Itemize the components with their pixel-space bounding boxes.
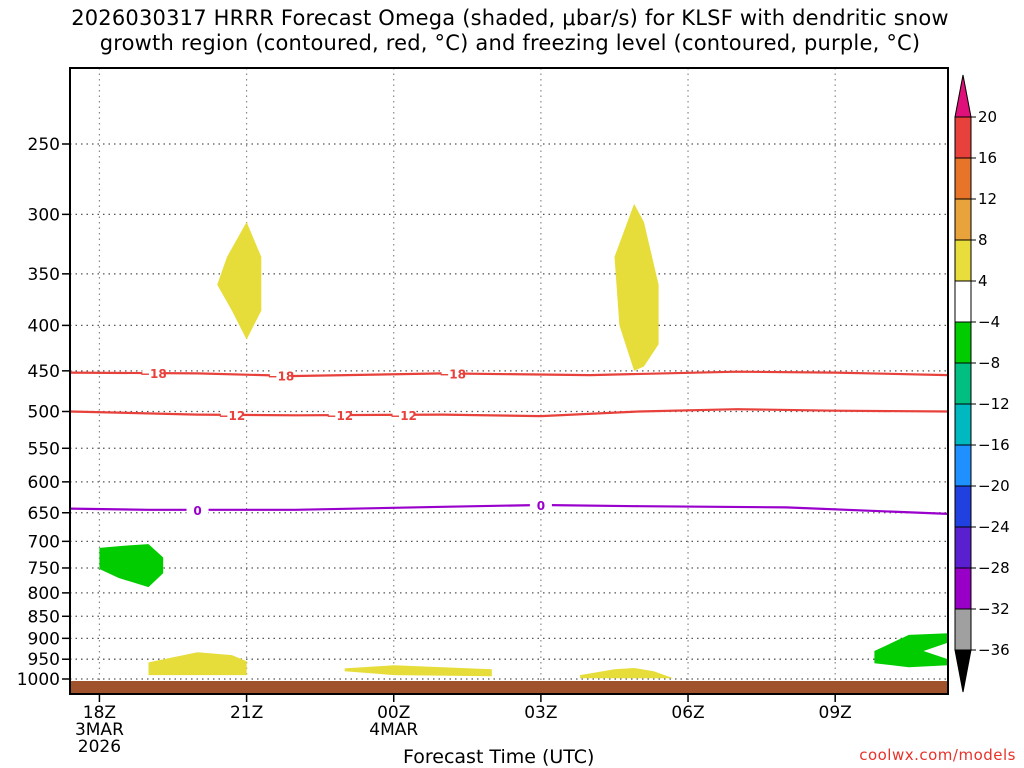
colorbar-bottom-arrow [954, 649, 972, 693]
y-tick-label-250: 250 [28, 135, 60, 155]
chart-title-line-2: growth region (contoured, red, °C) and f… [99, 31, 921, 55]
colorbar-label-4: 4 [978, 272, 988, 290]
y-tick-label-350: 350 [28, 265, 60, 285]
y-tick-label-850: 850 [28, 607, 60, 627]
x-axis-label: Forecast Time (UTC) [403, 746, 595, 768]
omega-region-green-890-970-10z [874, 633, 948, 668]
x-tick-label-21Z-0: 21Z [230, 703, 263, 723]
omega-colorbar: 20 16 12 8 4 −4 −8 −12 −16 −20 −24 −28 −32 −36 [954, 74, 1010, 693]
contour-label--12C-0: −12 [326, 409, 353, 423]
chart-title: 2026030317 HRRR Forecast Omega (shaded, … [0, 6, 1020, 56]
contour-label-bg [441, 365, 464, 381]
colorbar-label-9: −20 [978, 477, 1010, 495]
y-tick-label-300: 300 [28, 205, 60, 225]
colorbar-label-2: 12 [978, 190, 997, 208]
contour-label-bg [392, 406, 415, 422]
contour-label-bg [529, 496, 552, 512]
y-tick-label-400: 400 [28, 316, 60, 336]
omega-region-yellow-290-450-05z [614, 203, 659, 371]
y-tick-label-750: 750 [28, 559, 60, 579]
colorbar-label-12: −32 [978, 600, 1010, 618]
y-tick-label-950: 950 [28, 650, 60, 670]
surface-ground-band [70, 681, 948, 694]
y-tick-label-550: 550 [28, 439, 60, 459]
contour-label--12C-2: −12 [390, 409, 417, 423]
y-axis: 2503003504004505005506006507007508008509… [17, 135, 70, 690]
omega-shading [99, 203, 948, 679]
colorbar-label-7: −12 [978, 395, 1010, 413]
y-tick-label-450: 450 [28, 362, 60, 382]
colorbar-label-10: −24 [978, 518, 1010, 536]
x-tick-label-18Z-1: 3MAR [75, 720, 124, 740]
omega-region-yellow-930-990-20z [148, 652, 247, 676]
colorbar-top-arrow [954, 74, 972, 118]
colorbar-label-13: −36 [978, 641, 1010, 659]
surface-layer [70, 681, 948, 694]
contour-label-bg [220, 406, 243, 422]
y-tick-label-600: 600 [28, 473, 60, 493]
colorbar-swatch-0 [954, 116, 972, 159]
y-tick-label-900: 900 [28, 629, 60, 649]
contour-label--18C-2: −18 [439, 368, 466, 382]
omega-region-yellow-965-995-00z [344, 665, 492, 677]
colorbar-swatch-8 [954, 444, 972, 487]
colorbar-label-1: 16 [978, 149, 997, 167]
colorbar-swatch-7 [954, 403, 972, 446]
contour-label--18C-0: −18 [140, 367, 167, 381]
temperature-contours: −18 −18 −18 −12 −12 −12 0 0 [69, 365, 949, 518]
contour-label-bg [186, 501, 209, 517]
y-tick-label-500: 500 [28, 403, 60, 423]
contour-label--18C-1: −18 [268, 370, 295, 384]
colorbar-swatch-11 [954, 567, 972, 610]
colorbar-label-11: −28 [978, 559, 1010, 577]
contour-label-freezing-level-0: 0 [193, 504, 201, 518]
x-tick-label-00Z-1: 4MAR [369, 720, 418, 740]
colorbar-label-6: −8 [978, 354, 1000, 372]
contour-label-freezing-level-1: 0 [537, 499, 545, 513]
contour-line-freezing-level [69, 503, 949, 515]
y-tick-label-800: 800 [28, 584, 60, 604]
omega-region-green-700-790-19z [99, 544, 164, 588]
colorbar-swatch-6 [954, 362, 972, 405]
x-tick-label-03Z-0: 03Z [524, 703, 557, 723]
grid-lines [70, 68, 948, 694]
omega-region-yellow-970-1000-05z [580, 668, 674, 679]
chart-title-line-1: 2026030317 HRRR Forecast Omega (shaded, … [71, 6, 949, 30]
omega-region-yellow-300-420-21z [217, 222, 262, 340]
colorbar-swatch-3 [954, 239, 972, 282]
colorbar-label-5: −4 [978, 313, 1000, 331]
colorbar-label-3: 8 [978, 231, 988, 249]
colorbar-swatch-10 [954, 526, 972, 569]
y-tick-label-1000: 1000 [17, 670, 60, 690]
x-tick-label-06Z-0: 06Z [671, 703, 704, 723]
contour-label-bg [328, 407, 351, 423]
colorbar-label-0: 20 [978, 108, 997, 126]
credit-text: coolwx.com/models [859, 746, 1016, 764]
colorbar-swatch-1 [954, 157, 972, 200]
colorbar-swatch-5 [954, 321, 972, 364]
y-tick-label-650: 650 [28, 504, 60, 524]
x-tick-label-09Z-0: 09Z [819, 703, 852, 723]
colorbar-swatch-4 [954, 280, 972, 323]
contour-line--18C [69, 370, 949, 378]
x-tick-label-18Z-0: 18Z [83, 703, 116, 723]
x-tick-label-00Z-0: 00Z [377, 703, 410, 723]
x-tick-label-18Z-2: 2026 [78, 737, 121, 757]
y-tick-label-700: 700 [28, 532, 60, 552]
colorbar-swatch-9 [954, 485, 972, 528]
plot-frame [69, 67, 949, 695]
colorbar-label-8: −16 [978, 436, 1010, 454]
colorbar-swatch-12 [954, 608, 972, 651]
contour-label--12C-1: −12 [218, 409, 245, 423]
contour-label-bg [269, 367, 292, 383]
contour-label-bg [142, 365, 165, 381]
colorbar-swatch-2 [954, 198, 972, 241]
contour-line--12C [69, 408, 949, 418]
